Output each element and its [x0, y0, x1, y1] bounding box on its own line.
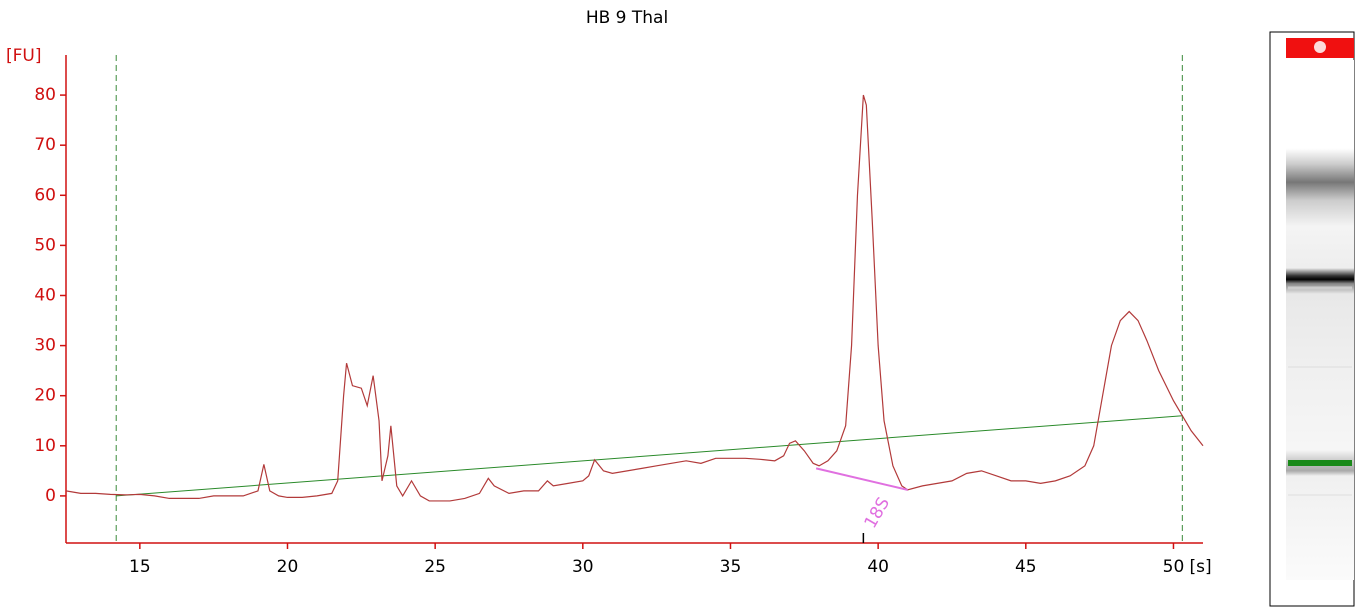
- peak-baseline: [815, 467, 908, 491]
- gel-lane: [1269, 31, 1355, 607]
- x-tick-label: 15: [129, 557, 151, 577]
- baseline: [116, 415, 1183, 497]
- x-tick-label: 30: [572, 557, 594, 577]
- x-tick-label: 50: [1163, 557, 1185, 577]
- x-tick-label: 20: [277, 557, 299, 577]
- x-tick-label: 35: [720, 557, 742, 577]
- x-tick-label: 40: [867, 557, 889, 577]
- x-axis-label: [s]: [1189, 557, 1211, 577]
- y-tick-label: 80: [34, 85, 56, 105]
- x-tick-label: 45: [1015, 557, 1037, 577]
- y-axis-label: [FU]: [6, 46, 42, 66]
- y-tick-label: 30: [34, 336, 56, 356]
- y-tick-label: 50: [34, 235, 56, 255]
- peak-label: 18S: [861, 494, 895, 532]
- x-tick-label: 25: [424, 557, 446, 577]
- y-tick-label: 60: [34, 185, 56, 205]
- y-tick-label: 20: [34, 386, 56, 406]
- y-tick-label: 0: [45, 486, 56, 506]
- chart-title: HB 9 Thal: [586, 8, 668, 28]
- y-tick-label: 10: [34, 436, 56, 456]
- y-tick-label: 40: [34, 285, 56, 305]
- trace: [65, 94, 1204, 502]
- y-tick-label: 70: [34, 135, 56, 155]
